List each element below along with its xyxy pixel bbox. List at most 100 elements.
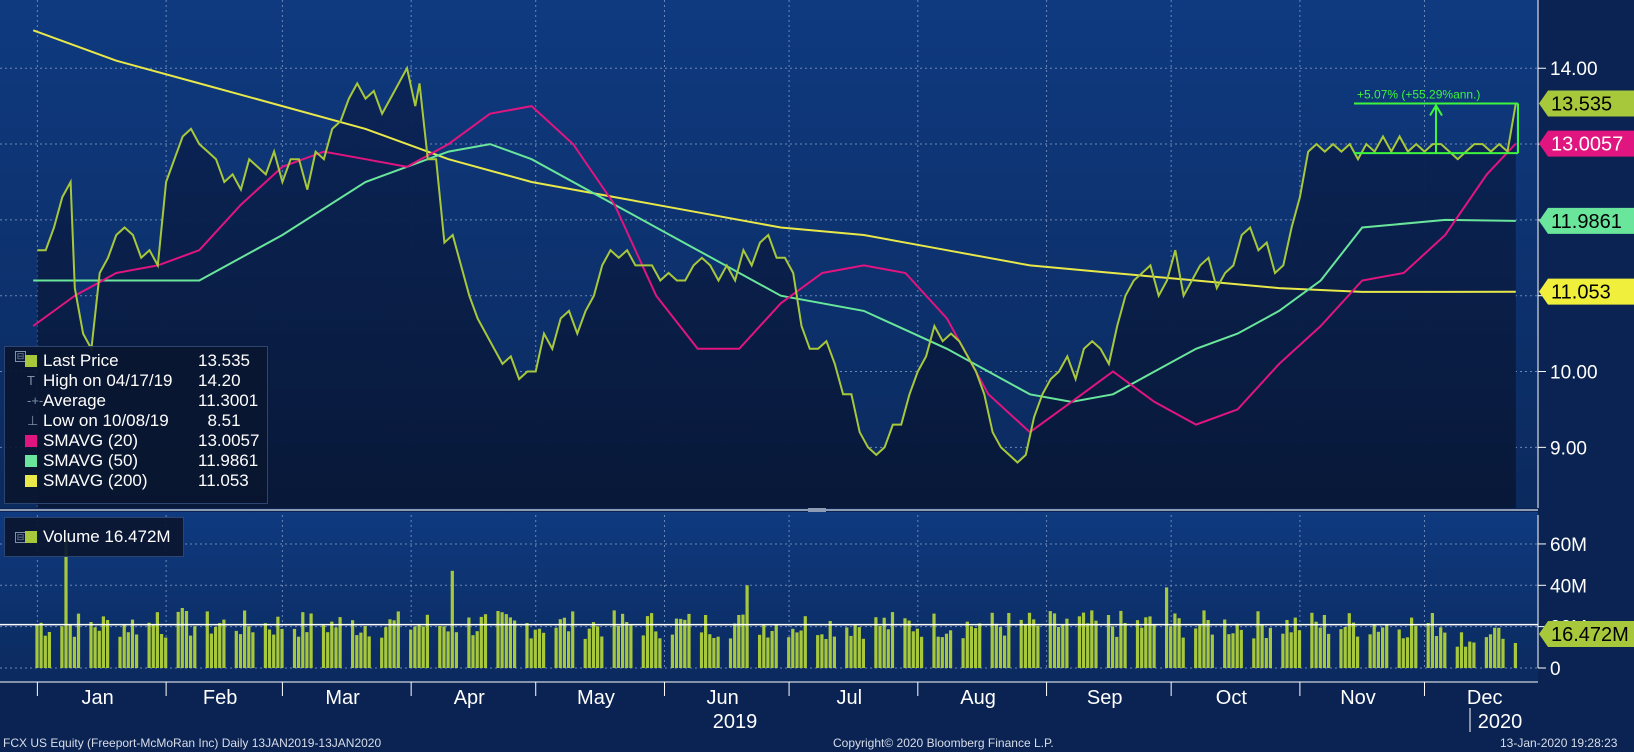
volume-bar xyxy=(1173,613,1177,668)
volume-bar xyxy=(76,613,81,668)
month-label: Aug xyxy=(960,687,996,709)
volume-bar xyxy=(969,626,973,668)
measure-arrow-head xyxy=(1429,103,1443,117)
volume-bar xyxy=(413,626,417,668)
volume-bar xyxy=(1501,638,1505,668)
legend-swatch xyxy=(25,455,37,467)
volume-bar xyxy=(101,616,105,668)
legend-value: 14.20 xyxy=(198,371,241,390)
volume-bar xyxy=(1048,611,1052,668)
volume-tick-label: 60M xyxy=(1550,535,1587,556)
volume-bar xyxy=(1252,638,1256,668)
volume-bar xyxy=(562,617,566,668)
volume-bar xyxy=(600,636,604,668)
volume-bar xyxy=(72,636,76,668)
month-label: Sep xyxy=(1087,687,1123,709)
volume-bar xyxy=(1439,627,1443,668)
volume-bar xyxy=(205,611,209,668)
volume-bar xyxy=(1327,633,1331,668)
volume-bar xyxy=(1256,611,1260,668)
volume-bar xyxy=(716,636,720,668)
volume-bar xyxy=(554,627,558,668)
next-year-label: 2020 xyxy=(1478,711,1523,733)
volume-bar xyxy=(1081,612,1086,668)
volume-bar xyxy=(1090,610,1094,668)
volume-bar xyxy=(446,631,450,668)
volume-bar xyxy=(155,612,159,668)
volume-bar xyxy=(583,638,587,668)
volume-bar xyxy=(1264,638,1268,668)
volume-bar xyxy=(1123,623,1127,668)
volume-bar xyxy=(1347,613,1351,668)
volume-bar xyxy=(903,618,907,668)
volume-bar xyxy=(1434,636,1439,668)
volume-bar xyxy=(388,619,392,668)
volume-bar xyxy=(135,634,139,668)
volume-bar xyxy=(612,610,616,668)
panel-divider-handle[interactable] xyxy=(808,508,826,512)
volume-bar xyxy=(974,628,978,668)
volume-bar xyxy=(965,621,969,668)
price-tag-bg xyxy=(1539,278,1634,305)
volume-bar xyxy=(890,612,895,668)
volume-bar xyxy=(1165,587,1169,668)
volume-tag-label: 16.472M xyxy=(1551,624,1629,646)
volume-bar xyxy=(438,626,442,668)
volume-bar xyxy=(151,624,155,668)
volume-bar xyxy=(907,620,911,668)
volume-bar xyxy=(683,619,687,668)
volume-bar xyxy=(1459,632,1464,668)
volume-bar xyxy=(621,613,625,668)
volume-bar xyxy=(297,636,301,668)
volume-bar xyxy=(1414,625,1418,668)
volume-bar xyxy=(467,617,471,668)
volume-bar xyxy=(1372,625,1376,668)
volume-bar xyxy=(845,627,849,668)
volume-bar xyxy=(1443,632,1447,668)
volume-bar xyxy=(558,619,562,668)
volume-bar xyxy=(218,623,222,668)
volume-bar xyxy=(1119,610,1123,668)
volume-bar xyxy=(421,626,425,668)
price-tag-bg xyxy=(1539,130,1634,157)
volume-bar xyxy=(645,616,650,668)
volume-bar xyxy=(911,631,915,668)
volume-bar xyxy=(1036,625,1040,668)
price-tick-label: 9.00 xyxy=(1550,438,1587,459)
volume-bar xyxy=(508,617,512,668)
legend-label: High on 04/17/19 xyxy=(43,371,173,390)
footer-timestamp: 13-Jan-2020 19:28:23 xyxy=(1500,736,1618,750)
volume-bar xyxy=(687,613,691,668)
volume-bar xyxy=(733,623,737,668)
volume-bar xyxy=(961,638,965,668)
volume-tick-label: 0 xyxy=(1550,659,1561,680)
volume-bar xyxy=(737,615,741,668)
volume-legend: ⊟ Volume 16.472M xyxy=(4,517,184,557)
volume-bar xyxy=(525,623,529,668)
volume-bar xyxy=(355,635,359,668)
legend-swatch xyxy=(25,435,37,447)
volume-bar xyxy=(106,620,110,668)
volume-bar xyxy=(380,637,384,668)
volume-bar xyxy=(849,635,853,668)
volume-bar xyxy=(994,623,998,668)
volume-bar xyxy=(596,626,600,668)
volume-bar xyxy=(882,617,886,668)
volume-bar xyxy=(745,585,749,668)
price-tag-label: 11.053 xyxy=(1551,282,1611,304)
volume-bar xyxy=(828,621,832,668)
volume-bar xyxy=(1106,615,1111,668)
volume-bar xyxy=(209,633,213,668)
last-price-line xyxy=(37,65,1517,464)
volume-bar xyxy=(417,624,421,668)
month-label: Apr xyxy=(454,687,485,709)
volume-bar xyxy=(243,610,247,668)
volume-bar xyxy=(1194,628,1198,668)
volume-tag-bg xyxy=(1539,620,1634,647)
volume-bar xyxy=(712,638,716,668)
volume-bar xyxy=(60,626,64,668)
volume-bar xyxy=(47,632,51,668)
volume-bar xyxy=(853,625,857,668)
volume-bar xyxy=(1285,620,1289,668)
volume-bar xyxy=(309,613,313,668)
